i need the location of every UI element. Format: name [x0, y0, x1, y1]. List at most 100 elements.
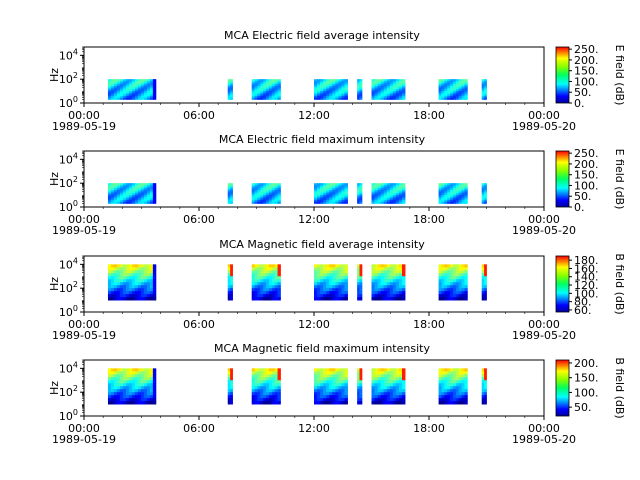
- heatmap-cell: [116, 267, 121, 271]
- heatmap-cell: [395, 389, 400, 393]
- heatmap-cell: [359, 183, 363, 186]
- heatmap-cell: [125, 89, 130, 92]
- heatmap-cell: [320, 279, 324, 283]
- heatmap-cell: [146, 392, 151, 396]
- heatmap-cell: [380, 94, 385, 97]
- heatmap-cell: [461, 279, 465, 283]
- heatmap-cell: [326, 96, 330, 99]
- heatmap-cell: [274, 97, 278, 100]
- colorbar-tick-label: 200.: [574, 54, 599, 67]
- heatmap-cell: [110, 184, 115, 187]
- heatmap-cell: [447, 89, 451, 92]
- heatmap-cell: [335, 200, 339, 203]
- heatmap-cell: [152, 276, 157, 280]
- heatmap-cell: [329, 285, 333, 289]
- heatmap-cell: [332, 92, 336, 95]
- heatmap-cell: [329, 377, 333, 381]
- heatmap-cell: [377, 94, 382, 97]
- heatmap-cell: [444, 193, 448, 196]
- heatmap-cell: [268, 198, 273, 201]
- heatmap-cell: [389, 267, 394, 271]
- heatmap-cell: [386, 87, 391, 90]
- heatmap-cell: [332, 368, 336, 372]
- heatmap-cell: [320, 193, 324, 196]
- heatmap-cell: [128, 395, 133, 399]
- heatmap-cell: [359, 201, 363, 204]
- heatmap-cell: [389, 276, 394, 280]
- heatmap-cell: [452, 84, 457, 87]
- heatmap-cell: [119, 398, 124, 402]
- heatmap-cell: [260, 186, 264, 189]
- heatmap-cell: [143, 186, 148, 189]
- heatmap-cell: [441, 291, 445, 295]
- heatmap-cell: [371, 85, 375, 88]
- heatmap-cell: [481, 401, 485, 405]
- heatmap-cell: [128, 389, 133, 393]
- heatmap-cell: [134, 193, 139, 196]
- heatmap-cell: [447, 291, 451, 295]
- heatmap-cell: [254, 395, 258, 399]
- heatmap-cell: [134, 371, 139, 375]
- heatmap-cell: [338, 82, 342, 85]
- heatmap-cell: [357, 380, 360, 384]
- heatmap-cell: [395, 186, 400, 189]
- heatmap-cell: [277, 186, 281, 189]
- heatmap-cell: [461, 291, 465, 295]
- heatmap-cell: [323, 189, 327, 192]
- heatmap-cell: [452, 193, 457, 196]
- heatmap-cell: [401, 371, 406, 375]
- heatmap-cell: [317, 196, 321, 199]
- heatmap-cell: [268, 380, 273, 384]
- heatmap-cell: [357, 288, 360, 292]
- heatmap-cell: [357, 297, 360, 301]
- heatmap-cell: [140, 267, 145, 271]
- heatmap-cell: [438, 401, 442, 405]
- heatmap-cell: [481, 288, 485, 292]
- heatmap-cell: [401, 85, 406, 88]
- heatmap-cell: [317, 87, 321, 90]
- heatmap-cell: [359, 87, 363, 90]
- heatmap-cell: [441, 273, 445, 277]
- heatmap-cell: [452, 183, 457, 186]
- heatmap-cell: [447, 184, 451, 187]
- heatmap-cell: [341, 90, 345, 94]
- heatmap-cell: [113, 374, 118, 378]
- heatmap-cell: [268, 374, 273, 378]
- heatmap-cell: [444, 395, 448, 399]
- heatmap-cell: [149, 194, 154, 198]
- heatmap-cell: [344, 201, 348, 204]
- heatmap-cell: [227, 264, 231, 268]
- panel-3: MCA Magnetic field average intensity1001…: [48, 238, 626, 342]
- heatmap-cell: [128, 273, 133, 277]
- heatmap-cell: [380, 87, 385, 90]
- heatmap-cell: [320, 188, 324, 191]
- heatmap-cell: [464, 79, 468, 82]
- heatmap-cell: [268, 267, 273, 271]
- heatmap-cell: [392, 194, 397, 198]
- y-tick-label: 104: [59, 151, 78, 166]
- heatmap-cell: [395, 270, 400, 274]
- heatmap-cell: [227, 94, 231, 97]
- heatmap-cell: [263, 82, 267, 85]
- heatmap-cell: [341, 85, 345, 88]
- colorbar-tick-label: 180.: [574, 254, 599, 267]
- heatmap-cell: [271, 198, 276, 201]
- heatmap-cell: [116, 371, 121, 375]
- heatmap-cell: [122, 94, 127, 97]
- heatmap-cell: [128, 196, 133, 199]
- heatmap-cell: [392, 90, 397, 94]
- heatmap-cell: [359, 374, 363, 378]
- heatmap-cell: [107, 285, 112, 289]
- heatmap-cell: [227, 294, 231, 298]
- heatmap-cell: [110, 282, 115, 286]
- heatmap-cell: [277, 267, 281, 271]
- heatmap-cell: [357, 96, 360, 99]
- heatmap-cell: [263, 186, 267, 189]
- heatmap-cell: [131, 395, 136, 399]
- heatmap-cell: [341, 94, 345, 97]
- heatmap-cell: [314, 188, 318, 191]
- heatmap-cell: [137, 186, 142, 189]
- heatmap-cell: [140, 392, 145, 396]
- heatmap-cell: [251, 371, 255, 375]
- heatmap-cell: [450, 85, 454, 88]
